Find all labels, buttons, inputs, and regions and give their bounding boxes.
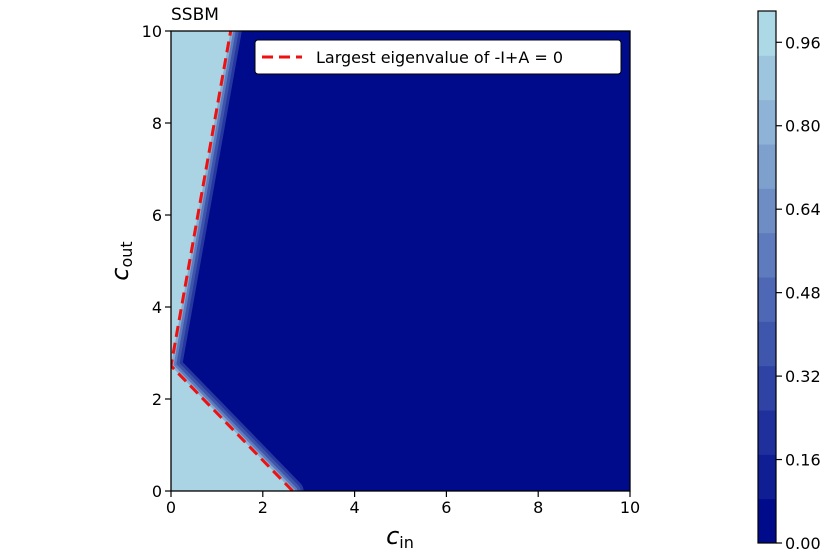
x-tick-label: 2 — [258, 498, 268, 517]
y-axis-ticks: 0 2 4 6 8 10 — [142, 22, 171, 501]
inside-region — [171, 31, 293, 491]
background-outside-region — [171, 31, 630, 491]
colorbar-tick-label: 0.48 — [785, 284, 821, 303]
y-tick-label: 10 — [142, 22, 162, 41]
colorbar-band — [758, 410, 776, 455]
colorbar-tick-label: 0.96 — [785, 33, 821, 52]
colorbar-band — [758, 55, 776, 101]
colorbar-tick-label: 0.64 — [785, 200, 821, 219]
colorbar: 0.00 0.16 0.32 0.48 0.64 0.80 0.96 — [757, 10, 821, 553]
plot-area — [171, 31, 630, 491]
colorbar-tick-label: 0.00 — [785, 534, 821, 553]
x-tick-label: 4 — [350, 498, 360, 517]
y-tick-label: 8 — [152, 114, 162, 133]
y-axis-label: cout — [106, 241, 136, 280]
colorbar-band — [758, 188, 776, 234]
colorbar-band — [758, 144, 776, 189]
y-tick-label: 0 — [152, 482, 162, 501]
x-tick-label: 10 — [620, 498, 640, 517]
colorbar-band — [758, 277, 776, 322]
legend-box — [254, 39, 622, 75]
colorbar-band — [758, 498, 776, 544]
y-tick-label: 4 — [152, 298, 162, 317]
x-tick-label: 6 — [441, 498, 451, 517]
x-tick-label: 8 — [533, 498, 543, 517]
boundary-line — [171, 31, 294, 491]
colorbar-band — [758, 365, 776, 411]
colorbar-band — [758, 232, 776, 278]
colorbar-band — [758, 321, 776, 367]
legend: Largest eigenvalue of -I+A = 0 — [254, 39, 622, 75]
colorbar-tick-label: 0.80 — [785, 117, 821, 136]
chart-title: SSBM — [171, 5, 219, 25]
x-tick-label: 0 — [166, 498, 176, 517]
colorbar-tick-label: 0.16 — [785, 451, 821, 470]
colorbar-band — [758, 11, 776, 56]
y-tick-label: 6 — [152, 206, 162, 225]
legend-label: Largest eigenvalue of -I+A = 0 — [316, 48, 563, 67]
colorbar-ticks: 0.00 0.16 0.32 0.48 0.64 0.80 0.96 — [776, 33, 821, 553]
colorbar-band — [758, 454, 776, 500]
y-tick-label: 2 — [152, 390, 162, 409]
x-axis-ticks: 0 2 4 6 8 10 — [166, 491, 640, 517]
colorbar-band — [758, 99, 776, 145]
colorbar-bands — [758, 11, 776, 544]
colorbar-frame — [757, 10, 777, 544]
colorbar-tick-label: 0.32 — [785, 367, 821, 386]
x-axis-label: cin — [386, 522, 414, 552]
plot-frame — [170, 30, 631, 492]
